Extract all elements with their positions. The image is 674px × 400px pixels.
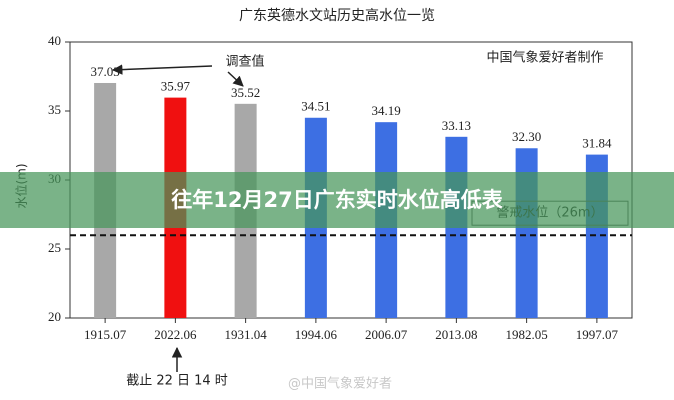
value-label: 31.84 [582, 136, 612, 151]
x-tick-label: 2013.08 [435, 327, 477, 342]
y-tick-label: 40 [48, 33, 61, 48]
banner-text: 往年12月27日广东实时水位高低表 [171, 188, 503, 212]
value-label: 35.97 [161, 79, 191, 94]
x-tick-label: 2006.07 [365, 327, 408, 342]
banner-bg [0, 172, 674, 228]
x-tick-label: 1915.07 [84, 327, 127, 342]
value-label: 33.13 [442, 118, 471, 133]
x-tick-label: 1997.07 [576, 327, 619, 342]
arrow [111, 64, 213, 75]
value-label: 34.19 [372, 103, 401, 118]
value-label: 37.03 [91, 64, 120, 79]
x-tick-label: 1931.04 [225, 327, 268, 342]
chart-title: 广东英德水文站历史高水位一览 [239, 7, 435, 24]
survey-label: 调查值 [225, 54, 264, 70]
value-label: 34.51 [301, 99, 330, 114]
x-tick-label: 1982.05 [506, 327, 548, 342]
y-tick-label: 20 [48, 309, 61, 324]
y-tick-label: 35 [48, 102, 61, 117]
x-tick-label: 2022.06 [154, 327, 197, 342]
y-tick-label: 25 [48, 240, 61, 255]
credit: 中国气象爱好者制作 [486, 50, 603, 66]
value-label: 35.52 [231, 85, 260, 100]
value-label: 32.30 [512, 129, 541, 144]
watermark: @中国气象爱好者 [288, 376, 392, 392]
cutoff-note: 截止 22 日 14 时 [126, 374, 228, 389]
arrow [227, 71, 244, 87]
x-tick-label: 1994.06 [295, 327, 338, 342]
